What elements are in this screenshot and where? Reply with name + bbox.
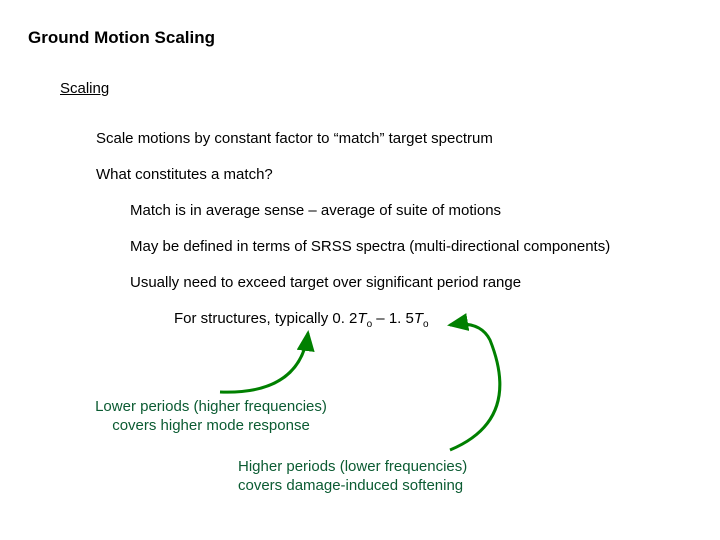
annotation-right-line1: Higher periods (lower frequencies) — [238, 458, 467, 475]
annotation-right: Higher periods (lower frequencies) cover… — [238, 458, 518, 496]
annotation-left: Lower periods (higher frequencies) cover… — [76, 398, 346, 436]
annotation-right-line2: covers damage-induced softening — [238, 477, 463, 494]
annotation-left-line2: covers higher mode response — [112, 417, 310, 434]
annotation-left-line1: Lower periods (higher frequencies) — [95, 398, 327, 415]
